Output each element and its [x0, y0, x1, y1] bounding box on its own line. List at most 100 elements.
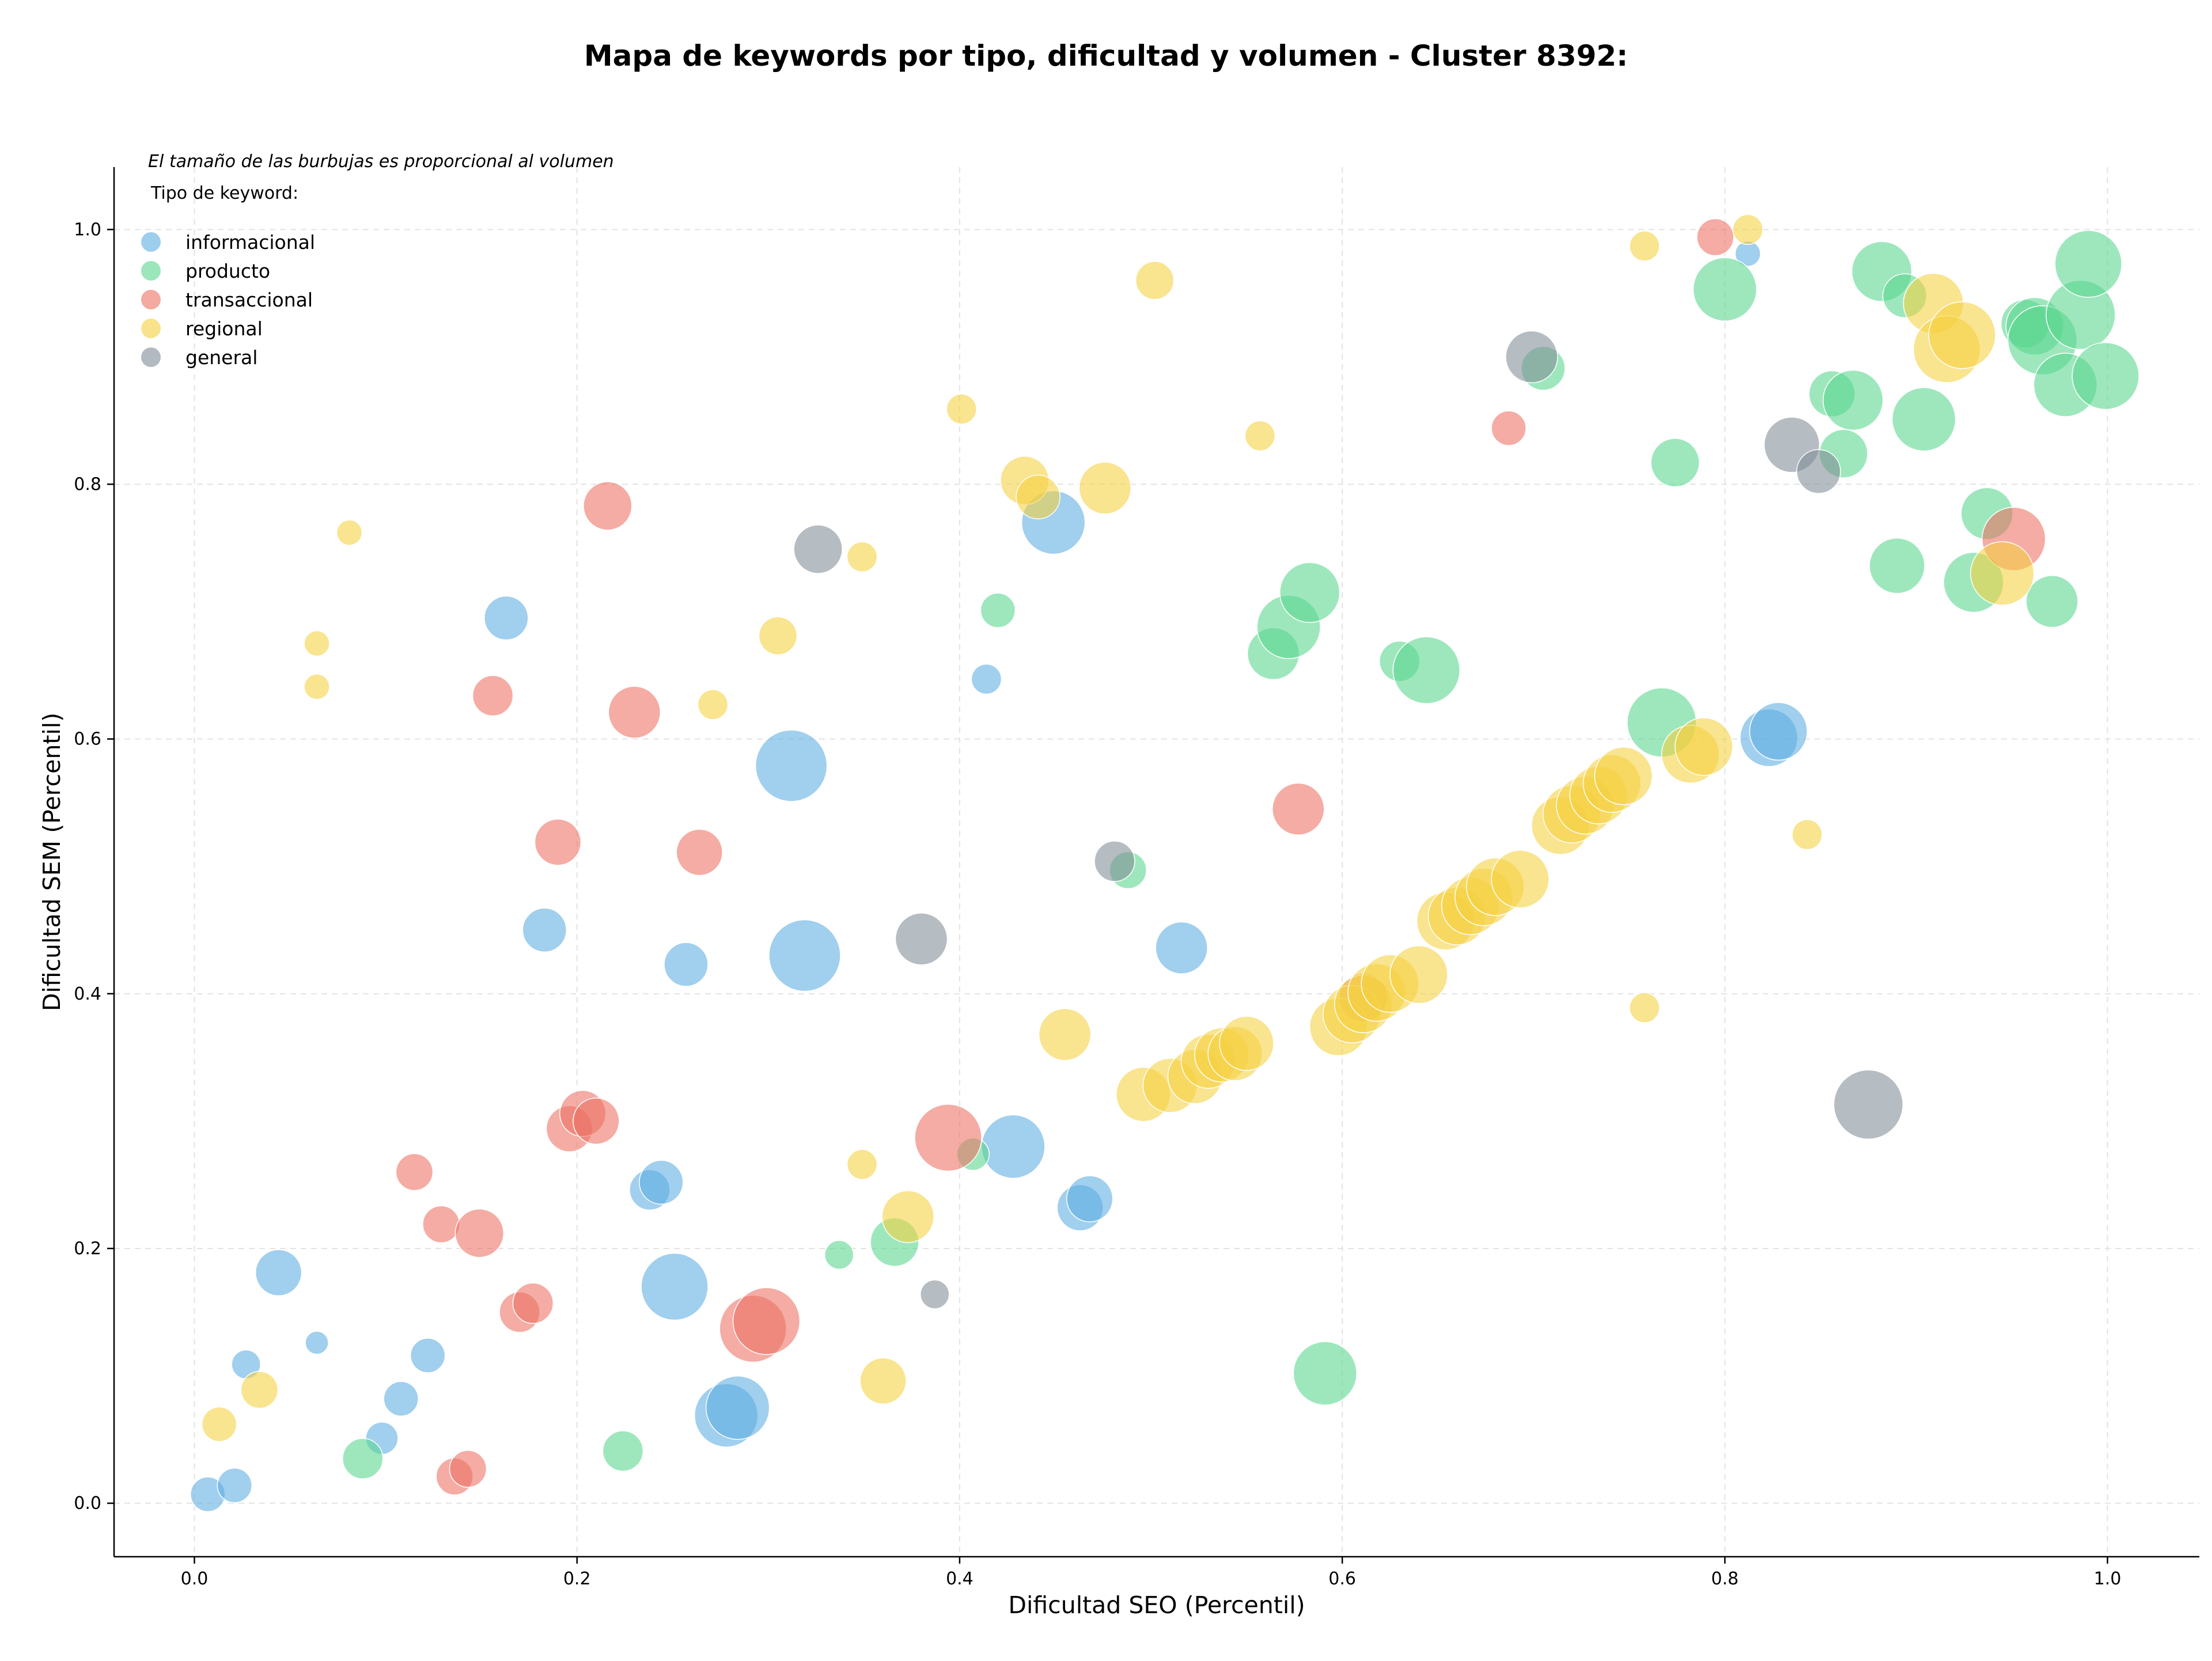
bubble-informacional — [217, 1467, 252, 1503]
bubble-regional — [1629, 992, 1660, 1023]
bubble-regional — [697, 689, 729, 720]
series-regional — [201, 214, 2035, 1442]
bubble-transaccional — [583, 481, 632, 531]
bubble-transaccional — [1491, 410, 1527, 446]
bubble-producto — [2054, 230, 2123, 298]
x-tick-label: 0.6 — [1328, 1569, 1356, 1589]
bubble-producto — [1650, 438, 1700, 487]
series-general — [793, 330, 1904, 1310]
bubble-regional — [946, 394, 977, 425]
legend-label-general: general — [185, 346, 257, 369]
bubble-producto — [342, 1438, 384, 1480]
legend-marker-producto — [141, 261, 161, 281]
bubble-transaccional — [573, 1098, 620, 1145]
x-tick-label: 0.0 — [181, 1569, 209, 1589]
y-tick-label: 0.4 — [74, 984, 101, 1004]
bubble-producto — [1869, 538, 1926, 594]
bubble-transaccional — [534, 818, 582, 866]
bubble-regional — [1732, 214, 1763, 245]
bubble-informacional — [255, 1249, 302, 1296]
bubble-producto — [1692, 257, 1758, 321]
bubble-regional — [1791, 819, 1823, 850]
bubble-producto — [1392, 636, 1461, 705]
bubble-general — [1094, 841, 1135, 882]
bubble-producto — [2025, 575, 2079, 628]
legend-marker-regional — [141, 319, 161, 338]
y-tick-label: 0.2 — [74, 1239, 101, 1259]
bubble-informacional — [383, 1381, 419, 1417]
x-tick-label: 0.4 — [946, 1569, 974, 1589]
bubble-regional — [846, 1149, 878, 1180]
bubble-transaccional — [395, 1153, 434, 1191]
bubble-regional — [1135, 261, 1175, 300]
bubble-regional — [846, 541, 878, 573]
x-tick-label: 0.2 — [563, 1569, 591, 1589]
bubble-producto — [1293, 1341, 1358, 1406]
bubble-producto — [980, 592, 1016, 629]
bubble-regional — [1675, 717, 1733, 776]
bubble-regional — [1928, 301, 1996, 369]
bubble-informacional — [755, 729, 828, 802]
bubble-transaccional — [676, 828, 724, 876]
legend-label-transaccional: transaccional — [185, 289, 313, 311]
bubble-informacional — [1749, 702, 1808, 761]
bubble-informacional — [705, 1375, 770, 1440]
bubble-general — [1796, 449, 1841, 494]
y-ticks: 0.0 0.2 0.4 0.6 0.8 1.0 — [74, 220, 114, 1514]
x-tick-label: 0.8 — [1711, 1569, 1739, 1589]
bubble-informacional — [522, 907, 567, 953]
series-transaccional — [395, 218, 2046, 1496]
bubble-transaccional — [454, 1208, 505, 1258]
bubble-informacional — [1155, 921, 1208, 974]
bubble-general — [920, 1279, 950, 1310]
x-ticks: 0.0 0.2 0.4 0.6 0.8 1.0 — [181, 1557, 2122, 1589]
bubbles — [190, 214, 2140, 1512]
bubble-regional — [881, 1190, 935, 1243]
bubble-informacional — [410, 1337, 446, 1374]
bubble-transaccional — [1696, 218, 1734, 256]
bubble-general — [793, 524, 843, 574]
bubble-regional — [1078, 461, 1132, 514]
bubble-regional — [1389, 945, 1448, 1004]
legend-marker-informacional — [141, 232, 161, 252]
x-axis-label: Dificultad SEO (Percentil) — [1008, 1591, 1305, 1619]
bubble-transaccional — [608, 686, 661, 739]
series-informacional — [190, 240, 1808, 1512]
y-axis-label: Dificultad SEM (Percentil) — [38, 713, 66, 1011]
y-tick-label: 0.0 — [74, 1493, 101, 1514]
bubble-regional — [1594, 747, 1653, 805]
y-tick-label: 1.0 — [74, 220, 101, 240]
bubble-producto — [824, 1240, 854, 1270]
bubble-regional — [1244, 420, 1276, 452]
bubble-informacional — [484, 595, 529, 641]
legend-entries: informacional producto transaccional region… — [141, 231, 315, 369]
chart-title: Mapa de keywords por tipo, dificultad y … — [584, 39, 1628, 73]
bubble-producto — [1823, 369, 1884, 431]
bubble-general — [895, 913, 948, 966]
bubble-transaccional — [449, 1450, 487, 1488]
bubble-regional — [201, 1406, 237, 1442]
bubble-informacional — [1066, 1175, 1113, 1223]
bubble-producto — [602, 1430, 644, 1472]
bubble-size-note: El tamaño de las burbujas es proporciona… — [148, 152, 614, 172]
y-tick-label: 0.6 — [74, 729, 101, 750]
bubble-general — [1505, 330, 1558, 384]
bubble-informacional — [971, 663, 1002, 695]
legend-marker-transaccional — [141, 290, 161, 309]
bubble-informacional — [305, 1330, 329, 1355]
axes — [113, 167, 2199, 1558]
bubble-regional — [758, 616, 798, 656]
bubble-general — [1833, 1069, 1904, 1140]
bubble-transaccional — [914, 1103, 982, 1172]
bubble-regional — [336, 519, 363, 546]
bubble-regional — [1038, 1008, 1092, 1061]
bubble-transaccional — [732, 1287, 801, 1355]
legend-label-regional: regional — [185, 317, 263, 340]
bubble-transaccional — [512, 1282, 554, 1324]
bubble-regional — [1491, 850, 1550, 909]
bubble-regional — [1970, 541, 2035, 606]
legend-marker-general — [141, 347, 161, 367]
legend-label-producto: producto — [185, 260, 270, 282]
x-tick-label: 1.0 — [2094, 1569, 2122, 1589]
